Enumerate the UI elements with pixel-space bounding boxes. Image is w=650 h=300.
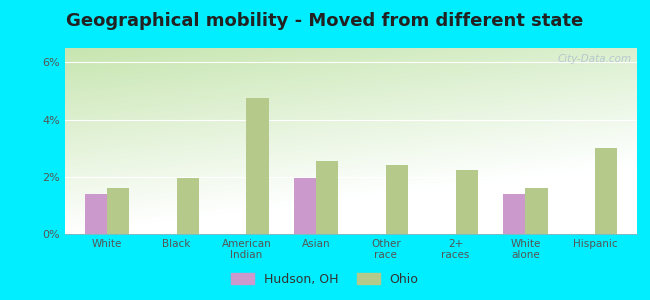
Text: City-Data.com: City-Data.com xyxy=(557,54,631,64)
Bar xyxy=(456,169,478,234)
Legend: Hudson, OH, Ohio: Hudson, OH, Ohio xyxy=(226,268,424,291)
Bar xyxy=(386,165,408,234)
Bar xyxy=(177,178,199,234)
Bar xyxy=(294,178,316,234)
Bar xyxy=(525,188,548,234)
Text: Geographical mobility - Moved from different state: Geographical mobility - Moved from diffe… xyxy=(66,12,584,30)
Bar xyxy=(84,194,107,234)
Bar xyxy=(595,148,617,234)
Bar xyxy=(107,188,129,234)
Bar xyxy=(503,194,525,234)
Bar xyxy=(316,161,339,234)
Bar xyxy=(246,98,268,234)
